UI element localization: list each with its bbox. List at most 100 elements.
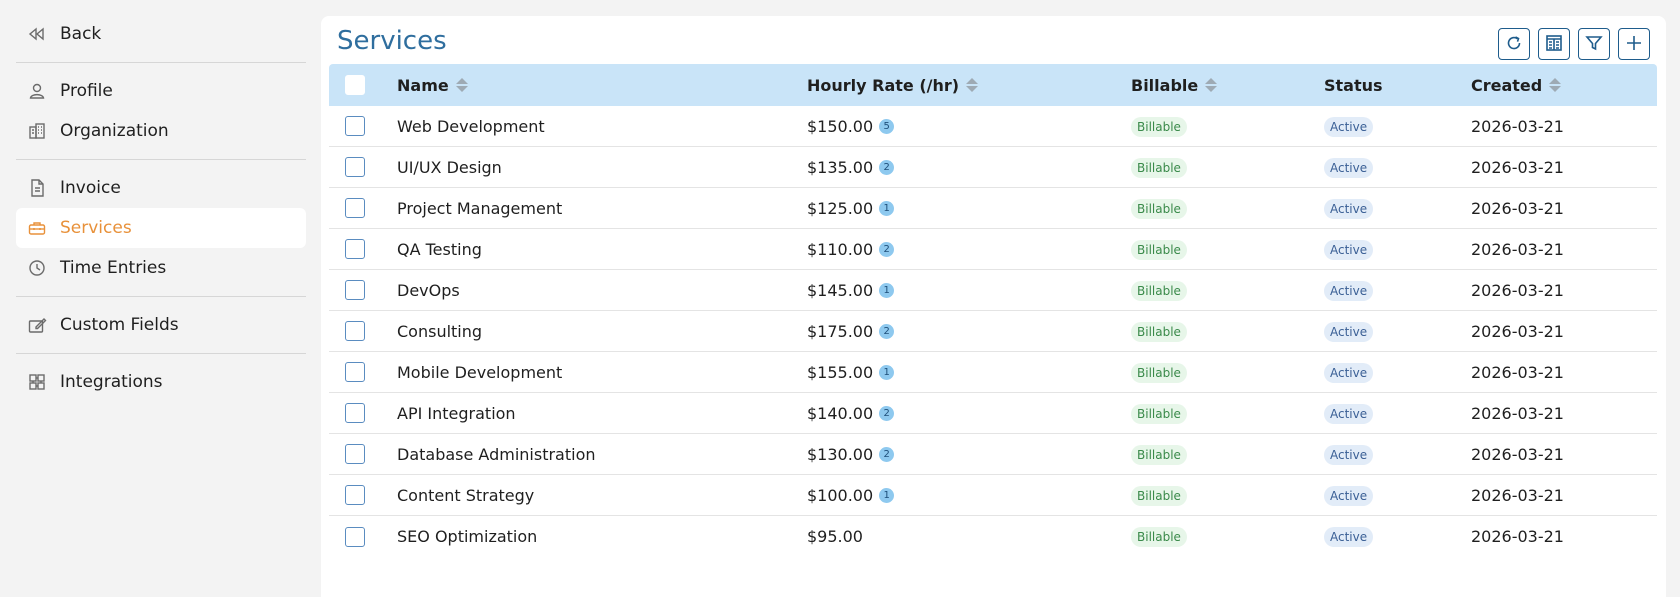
sidebar-item-time-entries[interactable]: Time Entries <box>16 248 306 288</box>
service-name: Content Strategy <box>397 485 535 505</box>
created-date: 2026-03-21 <box>1471 157 1564 177</box>
created-date: 2026-03-21 <box>1471 444 1564 464</box>
table-row[interactable]: Database Administration $130.00 2 Billable A… <box>329 434 1657 475</box>
billable-badge: Billable <box>1131 157 1187 178</box>
refresh-button[interactable] <box>1498 28 1530 60</box>
billable-badge: Billable <box>1131 362 1187 383</box>
table-row[interactable]: UI/UX Design $135.00 2 Billable Active 2026-0… <box>329 147 1657 188</box>
table-row[interactable]: SEO Optimization $95.00 Billable Active 2026… <box>329 516 1657 557</box>
table-row[interactable]: Content Strategy $100.00 1 Billable Active 20… <box>329 475 1657 516</box>
column-header-status: Status <box>1324 76 1471 95</box>
table-row[interactable]: QA Testing $110.00 2 Billable Active 2026-03-… <box>329 229 1657 270</box>
column-header-name[interactable]: Name <box>397 76 807 95</box>
hourly-rate: $100.00 <box>807 485 874 505</box>
column-header-label: Billable <box>1131 75 1199 95</box>
row-checkbox[interactable] <box>345 526 365 547</box>
service-name: API Integration <box>397 403 516 423</box>
column-header-label: Status <box>1324 75 1383 95</box>
table-row[interactable]: Web Development $150.00 5 Billable Active 202… <box>329 106 1657 147</box>
plus-icon <box>1624 33 1644 56</box>
table-row[interactable]: API Integration $140.00 2 Billable Active 202… <box>329 393 1657 434</box>
table-row[interactable]: Mobile Development $155.00 1 Billable Active… <box>329 352 1657 393</box>
divider <box>16 296 306 297</box>
sort-icon <box>455 78 468 92</box>
table-row[interactable]: DevOps $145.00 1 Billable Active 2026-03-21 <box>329 270 1657 311</box>
column-header-label: Hourly Rate (/hr) <box>807 75 960 95</box>
edit-field-icon <box>26 314 48 336</box>
status-badge: Active <box>1324 239 1374 260</box>
row-checkbox[interactable] <box>345 485 365 505</box>
column-header-billable[interactable]: Billable <box>1131 76 1324 95</box>
created-date: 2026-03-21 <box>1471 321 1564 341</box>
hourly-rate: $135.00 <box>807 157 874 177</box>
row-checkbox[interactable] <box>345 239 365 259</box>
select-all-checkbox[interactable] <box>345 75 365 95</box>
table-header: Name Hourly Rate (/hr) Billable Status C… <box>329 64 1657 106</box>
row-checkbox[interactable] <box>345 280 365 300</box>
sidebar-item-invoice[interactable]: Invoice <box>16 168 306 208</box>
hourly-rate: $175.00 <box>807 321 874 341</box>
table-row[interactable]: Project Management $125.00 1 Billable Active… <box>329 188 1657 229</box>
divider <box>16 353 306 354</box>
rate-count-badge: 1 <box>879 200 895 216</box>
table-row[interactable]: Consulting $175.00 2 Billable Active 2026-03-… <box>329 311 1657 352</box>
created-date: 2026-03-21 <box>1471 280 1564 300</box>
status-badge: Active <box>1324 403 1374 424</box>
columns-button[interactable] <box>1538 28 1570 60</box>
row-checkbox[interactable] <box>345 444 365 464</box>
row-checkbox[interactable] <box>345 362 365 382</box>
status-badge: Active <box>1324 280 1374 301</box>
sidebar-item-label: Integrations <box>60 372 163 392</box>
billable-badge: Billable <box>1131 527 1187 547</box>
toolbar <box>1498 28 1650 60</box>
rate-count-badge: 2 <box>879 405 895 421</box>
sidebar-item-integrations[interactable]: Integrations <box>16 362 306 402</box>
created-date: 2026-03-21 <box>1471 239 1564 259</box>
row-checkbox[interactable] <box>345 157 365 177</box>
sidebar-item-label: Services <box>60 218 132 238</box>
status-badge: Active <box>1324 444 1374 465</box>
sort-icon <box>1205 78 1218 92</box>
row-checkbox[interactable] <box>345 116 365 136</box>
sidebar-item-organization[interactable]: Organization <box>16 111 306 151</box>
filter-icon <box>1584 33 1604 56</box>
sidebar-item-services[interactable]: Services <box>16 208 306 248</box>
sort-icon <box>1549 78 1562 92</box>
rate-count-badge: 2 <box>879 241 895 257</box>
status-badge: Active <box>1324 362 1374 383</box>
column-header-created[interactable]: Created <box>1471 76 1657 95</box>
row-checkbox[interactable] <box>345 321 365 341</box>
hourly-rate: $145.00 <box>807 280 874 300</box>
rate-count-badge: 2 <box>879 159 895 175</box>
service-name: Mobile Development <box>397 362 563 382</box>
filter-button[interactable] <box>1578 28 1610 60</box>
created-date: 2026-03-21 <box>1471 485 1564 505</box>
sidebar-item-profile[interactable]: Profile <box>16 71 306 111</box>
service-name: Consulting <box>397 321 483 341</box>
hourly-rate: $140.00 <box>807 403 874 423</box>
service-name: DevOps <box>397 280 460 300</box>
column-header-rate[interactable]: Hourly Rate (/hr) <box>807 76 1131 95</box>
sidebar-item-custom-fields[interactable]: Custom Fields <box>16 305 306 345</box>
created-date: 2026-03-21 <box>1471 362 1564 382</box>
billable-badge: Billable <box>1131 116 1187 137</box>
column-header-label: Name <box>397 75 449 95</box>
back-button[interactable]: Back <box>16 14 306 54</box>
divider <box>16 159 306 160</box>
billable-badge: Billable <box>1131 280 1187 301</box>
building-icon <box>26 120 48 142</box>
refresh-icon <box>1504 33 1524 56</box>
row-checkbox[interactable] <box>345 198 365 218</box>
table-body: Web Development $150.00 5 Billable Active 202… <box>329 106 1657 557</box>
rate-count-badge: 2 <box>879 446 895 462</box>
services-table: Name Hourly Rate (/hr) Billable Status C… <box>329 64 1657 557</box>
sidebar-item-label: Profile <box>60 81 113 101</box>
add-button[interactable] <box>1618 28 1650 60</box>
columns-icon <box>1544 33 1564 56</box>
hourly-rate: $150.00 <box>807 116 874 136</box>
status-badge: Active <box>1324 198 1374 219</box>
row-checkbox[interactable] <box>345 403 365 423</box>
status-badge: Active <box>1324 116 1374 137</box>
hourly-rate: $110.00 <box>807 239 874 259</box>
service-name: SEO Optimization <box>397 527 538 546</box>
